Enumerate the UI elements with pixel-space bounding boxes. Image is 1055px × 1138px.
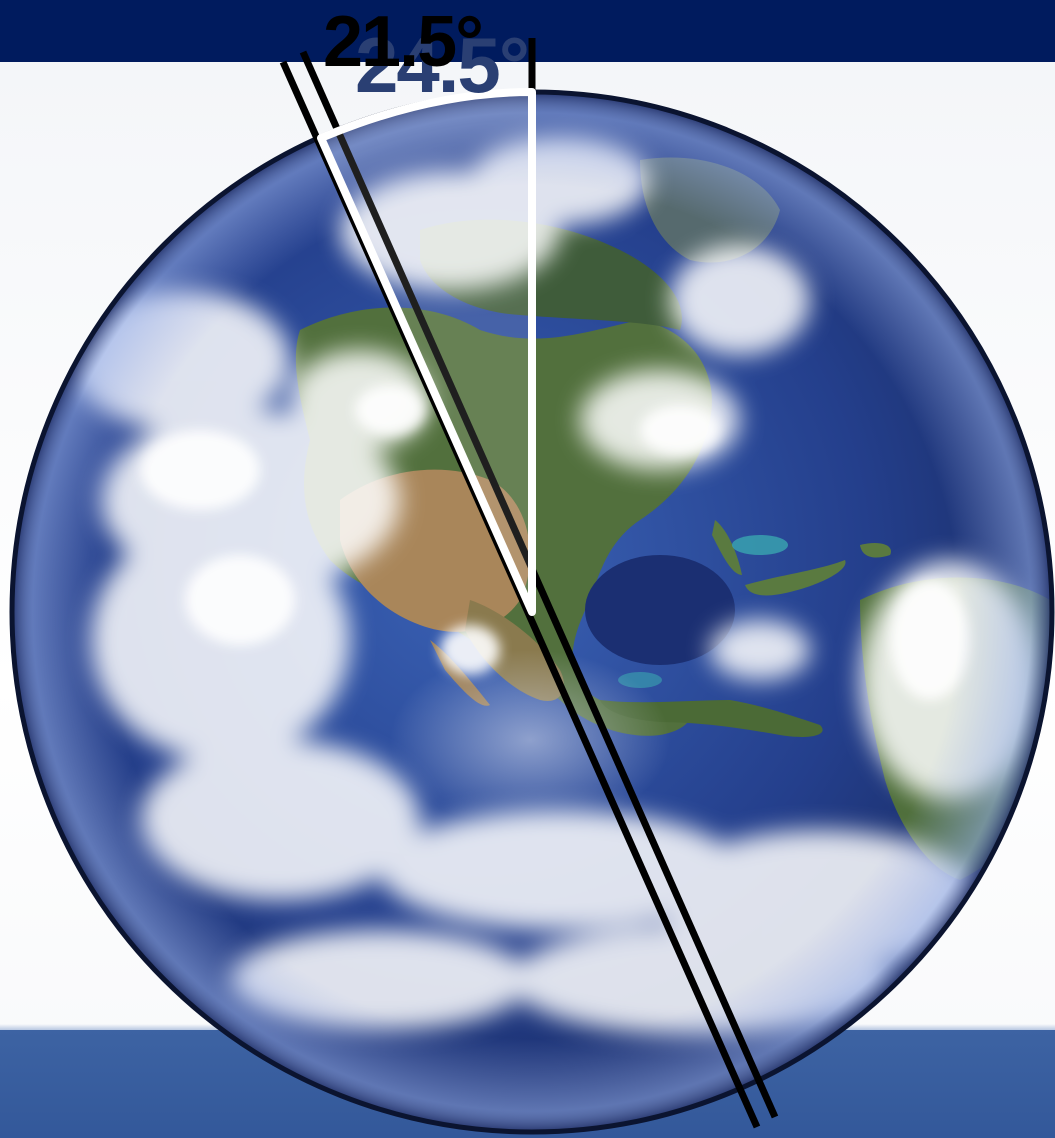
angle-label-primary: 21.5° xyxy=(323,2,484,82)
angle-label-secondary: 24.5° xyxy=(355,21,530,109)
top-banner xyxy=(0,0,1055,62)
angle-wedge xyxy=(317,88,536,616)
earth-globe-icon xyxy=(9,89,1055,1135)
tilted-axis-line-inner xyxy=(299,50,779,1119)
